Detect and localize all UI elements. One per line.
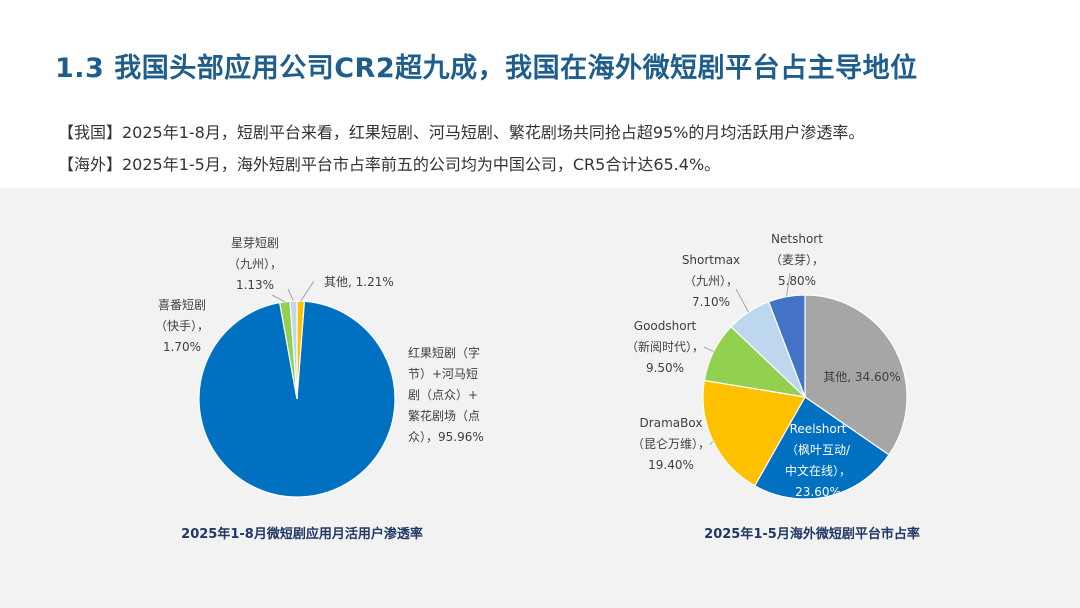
pie-slice (702, 379, 806, 487)
data-label-xifan: 喜番短剧（快手）， 1.70% (155, 298, 209, 354)
data-label-netshort: Netshort （麦芽）， 5.80% (770, 232, 824, 288)
data-label-xingya: 星芽短剧（九州）， 1.13% (228, 236, 282, 292)
data-label-goodshort: Goodshort （新阅时代）， 9.50% (626, 319, 704, 375)
overseas-market-share-pie-chart: 其他, 34.60% Reelshort （枫叶互动/中文在线）， 23.60% Dra… (626, 232, 920, 542)
domestic-mau-pie-chart: 红果短剧（字节）+河马短剧（点众）+繁花剧场（点众），95.96% 喜番短剧（快手… (155, 236, 484, 542)
leader-line (703, 346, 714, 353)
pie-slice (289, 300, 298, 400)
pie-slice (753, 396, 890, 500)
data-label-main: 红果短剧（字节）+河马短剧（点众）+繁花剧场（点众），95.96% (408, 345, 484, 444)
data-label-other: 其他, 34.60% (823, 370, 900, 384)
leader-line (300, 280, 315, 302)
bullet-overseas: 【海外】2025年1-5月，海外短剧平台市占率前五的公司均为中国公司，CR5合计… (58, 155, 721, 174)
data-label-shortmax: Shortmax （九州）， 7.10% (682, 253, 740, 309)
page-title: 1.3 我国头部应用公司CR2超九成，我国在海外微短剧平台占主导地位 (55, 53, 918, 84)
leader-line (271, 294, 286, 303)
chart-title: 2025年1-5月海外微短剧平台市占率 (704, 526, 920, 542)
leader-line (709, 440, 714, 446)
bullet-domestic: 【我国】2025年1-8月，短剧平台来看，红果短剧、河马短剧、繁花剧场共同抢占超… (58, 123, 865, 142)
data-label-other: 其他, 1.21% (324, 275, 394, 289)
pie-slice (198, 300, 396, 498)
leader-line (786, 272, 791, 297)
pie-slice (804, 294, 908, 456)
data-label-reelshort: Reelshort （枫叶互动/中文在线）， 23.60% (785, 422, 851, 499)
chart-title: 2025年1-8月微短剧应用月活用户渗透率 (181, 526, 423, 542)
leader-line (735, 288, 749, 313)
pie-slice (767, 294, 806, 398)
data-label-dramabox: DramaBox （昆仑万维）， 19.40% (632, 416, 710, 472)
leader-line (287, 288, 294, 302)
